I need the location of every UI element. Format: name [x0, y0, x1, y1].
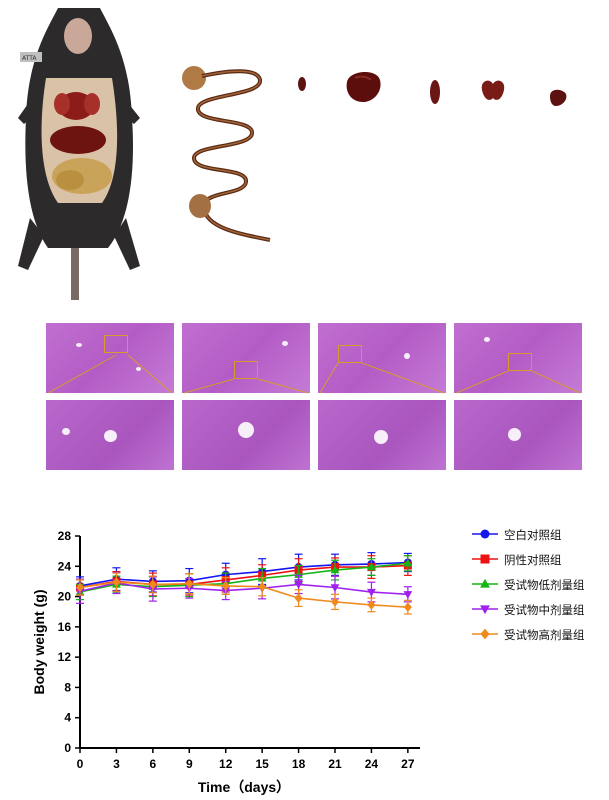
legend-item-blank-control: 空白对照组: [472, 526, 607, 551]
series-line: [79, 581, 408, 608]
series-line: [79, 582, 408, 596]
data-point: [403, 558, 413, 567]
legend-label: 受试物高剂量组: [504, 628, 585, 642]
x-tick-label: 24: [365, 757, 379, 771]
data-point: [258, 581, 267, 592]
x-tick-label: 15: [255, 757, 269, 771]
legend-marker-triangle-down: [472, 605, 498, 615]
data-point: [403, 602, 412, 612]
data-point: [112, 577, 121, 587]
x-tick-label: 21: [328, 757, 342, 771]
legend-symbol: [480, 529, 490, 539]
data-point: [331, 597, 339, 607]
data-point: [330, 565, 340, 574]
histology-low-mag-4: [454, 323, 582, 393]
body-weight-chart: 0 4 8 12 16 20 24 28 0 3 6 9 12 15 18 21 24 27 Body weigh…: [31, 529, 420, 795]
chart-series: [75, 552, 413, 615]
data-point: [294, 581, 303, 590]
data-point: [330, 584, 340, 593]
x-tick-label: 6: [150, 757, 157, 771]
y-axis-title: Body weight (g): [31, 590, 47, 695]
data-point: [294, 593, 303, 603]
legend-label: 受试物中剂量组: [504, 603, 585, 617]
histology-high-mag-4: [454, 400, 582, 470]
heart-organ-photo: [550, 89, 567, 106]
legend-symbol: [480, 628, 490, 640]
legend-symbol: [480, 605, 490, 615]
mouse-dissection-photo: ATTA: [18, 8, 140, 300]
y-tick-label: 8: [64, 680, 71, 694]
legend-label: 阴性对照组: [504, 553, 562, 567]
zoom-box: [234, 361, 258, 379]
x-tick-label: 12: [219, 757, 233, 771]
legend-label: 空白对照组: [504, 528, 562, 542]
histology-low-mag-3: [318, 323, 446, 393]
y-tick-label: 4: [64, 711, 71, 725]
y-tick-label: 28: [58, 529, 72, 543]
histology-high-mag-1: [46, 400, 174, 470]
y-tick-label: 12: [58, 650, 72, 664]
legend-marker-circle: [472, 529, 498, 539]
legend-symbol: [480, 554, 490, 564]
legend-marker-triangle-up: [472, 578, 498, 588]
lung-organ-photo: [481, 80, 505, 100]
zoom-lines: [47, 354, 581, 394]
x-tick-label: 0: [77, 757, 84, 771]
data-point: [367, 588, 376, 597]
data-point: [185, 578, 194, 589]
spleen-organ-photo: [298, 77, 306, 91]
zoom-box: [508, 353, 532, 371]
legend-item-low-dose: 受试物低剂量组: [472, 576, 607, 601]
y-tick-label: 0: [64, 741, 71, 755]
y-tick-label: 24: [58, 559, 72, 573]
histology-high-mag-3: [318, 400, 446, 470]
data-point: [367, 600, 376, 610]
series-line: [79, 561, 408, 587]
x-tick-label: 3: [113, 757, 120, 771]
histology-high-mag-2: [182, 400, 310, 470]
y-tick-label: 16: [58, 620, 72, 634]
chart-axes: 0 4 8 12 16 20 24 28 0 3 6 9 12 15 18 21 24 27: [58, 529, 420, 771]
legend-marker-diamond: [472, 628, 498, 640]
histology-low-mag-2: [182, 323, 310, 393]
legend-item-negative-control: 阴性对照组: [472, 551, 607, 576]
liver-organ-photo: [346, 71, 381, 102]
legend-item-high-dose: 受试物高剂量组: [472, 626, 607, 651]
chart-legend: 空白对照组 阴性对照组 受试物低剂量组 受试物中剂量组 受试物高剂量组: [472, 526, 607, 651]
x-tick-label: 27: [401, 757, 415, 771]
x-tick-label: 9: [186, 757, 193, 771]
data-point: [367, 562, 376, 571]
x-axis-title: Time（days）: [198, 779, 290, 795]
x-tick-label: 18: [292, 757, 306, 771]
legend-label: 受试物低剂量组: [504, 578, 585, 592]
legend-item-mid-dose: 受试物中剂量组: [472, 601, 607, 626]
legend-marker-square: [472, 554, 498, 564]
zoom-box: [104, 335, 128, 353]
data-point: [403, 591, 413, 599]
zoom-box: [338, 345, 362, 363]
mouse-tag-text: ATTA: [22, 55, 37, 62]
y-tick-label: 20: [58, 590, 72, 604]
kidney-organ-photo: [430, 80, 440, 104]
intestine-photo: [182, 66, 271, 242]
legend-symbol: [480, 578, 490, 588]
